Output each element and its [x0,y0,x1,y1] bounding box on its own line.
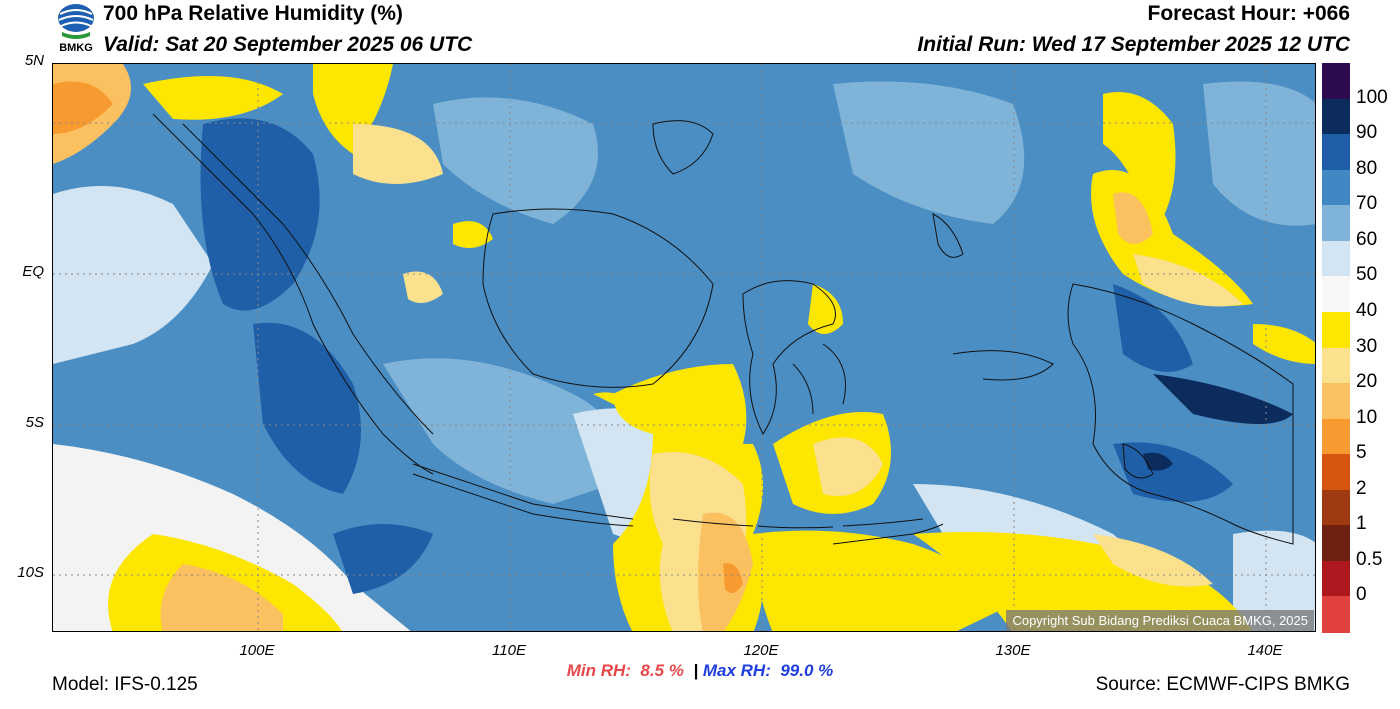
colorbar-swatch [1322,240,1350,277]
lat-label-5s: 5S [25,414,44,431]
colorbar-swatch [1322,596,1350,633]
colorbar-swatch [1322,560,1350,597]
humidity-map [52,63,1316,632]
colorbar-label: 40 [1356,299,1378,321]
lat-label-eq: EQ [22,263,44,280]
lat-label-10s: 10S [17,564,44,581]
colorbar-swatch [1322,98,1350,135]
colorbar-swatch [1322,454,1350,491]
forecast-hour: Forecast Hour: +066 [1147,2,1351,25]
colorbar [1322,63,1350,633]
min-rh-label: Min RH: [566,661,631,680]
colorbar-swatch [1322,276,1350,313]
colorbar-label: 10 [1356,406,1378,428]
lat-label-5n: 5N [24,52,44,69]
colorbar-label: 90 [1356,122,1378,144]
colorbar-label: 0 [1356,584,1367,606]
colorbar-swatch [1322,525,1350,562]
min-max-stats: Min RH: 8.5 % | Max RH: 99.0 % [0,661,1400,681]
lon-label-110e: 110E [492,642,526,659]
colorbar-swatch [1322,63,1350,100]
valid-time: Valid: Sat 20 September 2025 06 UTC [103,33,473,56]
colorbar-swatch [1322,489,1350,526]
lon-label-130e: 130E [995,642,1031,659]
colorbar-label: 0.5 [1356,548,1383,570]
colorbar-label: 5 [1356,442,1367,464]
copyright-notice: Copyright Sub Bidang Prediksi Cuaca BMKG… [1006,610,1314,631]
chart-title: 700 hPa Relative Humidity (%) [103,2,403,25]
lon-label-100e: 100E [239,642,275,659]
colorbar-label: 50 [1356,264,1378,286]
colorbar-label: 30 [1356,335,1378,357]
colorbar-label: 100 [1356,86,1388,108]
colorbar-swatch [1322,347,1350,384]
colorbar-label: 70 [1356,193,1378,215]
lon-label-120e: 120E [743,642,779,659]
bmkg-logo: BMKG [52,2,100,58]
colorbar-swatch [1322,383,1350,420]
initial-run: Initial Run: Wed 17 September 2025 12 UT… [917,33,1350,56]
colorbar-label: 2 [1356,477,1367,499]
max-rh-value: 99.0 % [780,661,834,680]
source-info: Source: ECMWF-CIPS BMKG [1095,674,1350,695]
stats-separator: | [693,661,699,680]
lon-label-140e: 140E [1247,642,1283,659]
colorbar-label: 80 [1356,157,1378,179]
colorbar-swatch [1322,169,1350,206]
min-rh-value: 8.5 % [640,661,684,680]
colorbar-swatch [1322,205,1350,242]
colorbar-swatch [1322,134,1350,171]
colorbar-swatch [1322,418,1350,455]
colorbar-swatch [1322,311,1350,348]
colorbar-label: 1 [1356,513,1367,535]
logo-text: BMKG [59,42,93,54]
colorbar-label: 20 [1356,371,1378,393]
max-rh-label: Max RH: [702,661,771,680]
colorbar-label: 60 [1356,228,1378,250]
model-info: Model: IFS-0.125 [52,674,198,695]
